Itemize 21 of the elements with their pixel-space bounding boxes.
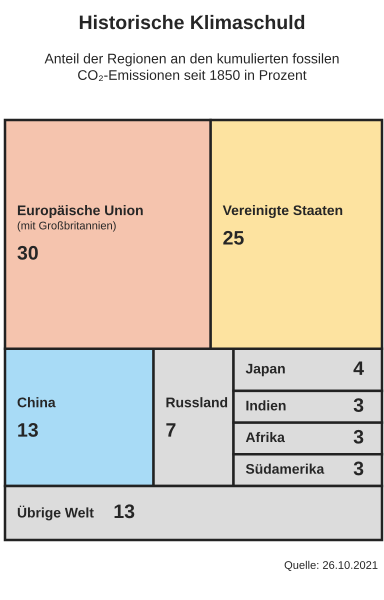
source-note: Quelle: 26.10.2021 — [284, 560, 378, 571]
text: Anteil der Regionen an den kumulierten fossilen CO₂-Emissionen seit 1850 in Prozent — [44, 53, 339, 82]
text: Historische Klimaschuld — [80, 14, 304, 30]
data-label: 13 — [114, 504, 134, 518]
category-label: China — [18, 397, 56, 408]
data-label: 25 — [223, 230, 244, 245]
category-label: Südamerika — [246, 464, 324, 474]
category-label: Übrige Welt — [18, 506, 94, 520]
category-label: Japan — [246, 364, 285, 376]
category-label: Europäische Union (mit Großbritannien) — [18, 205, 143, 232]
data-label: 4 — [353, 361, 364, 375]
category-label: Indien — [246, 400, 286, 410]
data-label: 3 — [354, 398, 364, 412]
category-label: Russland — [166, 397, 228, 408]
data-label: 3 — [354, 430, 364, 444]
data-label: 7 — [166, 423, 176, 437]
data-label: 13 — [18, 423, 38, 437]
category-label: Afrika — [246, 432, 285, 442]
data-label: 3 — [354, 462, 364, 476]
data-label: 30 — [17, 246, 38, 260]
category-label: Vereinigte Staaten — [222, 204, 342, 218]
